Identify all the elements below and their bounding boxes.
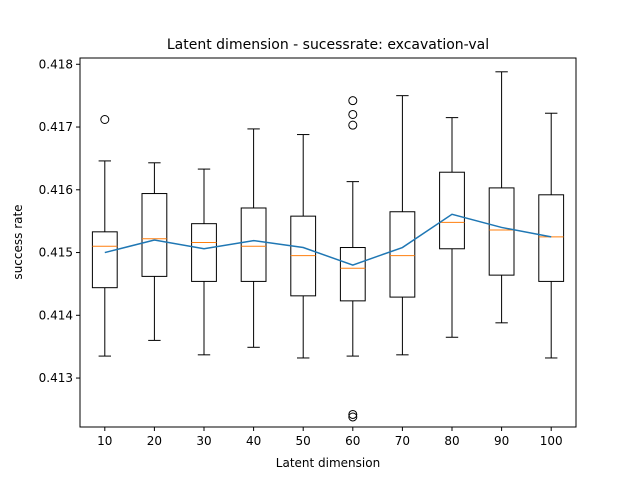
box: [538, 194, 565, 282]
y-tick-label: 0.414: [39, 308, 73, 322]
x-tick-label: 10: [97, 434, 112, 448]
box-group-30: [191, 168, 217, 356]
box: [240, 207, 267, 282]
box: [141, 193, 168, 277]
outlier-point: [348, 120, 358, 130]
x-tick-label: 70: [395, 434, 410, 448]
x-tick-label: 100: [540, 434, 563, 448]
box-group-10: [91, 115, 118, 357]
x-tick-label: 60: [345, 434, 360, 448]
y-tick-label: 0.417: [39, 120, 73, 134]
mean-line: [104, 213, 552, 266]
box-group-40: [240, 128, 267, 348]
box: [339, 247, 366, 302]
outlier-point: [348, 409, 358, 419]
plot-area: [91, 71, 565, 422]
y-tick-label: 0.413: [39, 371, 73, 385]
x-tick-label: 90: [494, 434, 509, 448]
box: [191, 223, 217, 282]
box-group-100: [538, 112, 565, 359]
x-axis-label: Latent dimension: [276, 456, 380, 470]
y-tick-label: 0.418: [39, 57, 73, 71]
box-group-60: [339, 96, 366, 422]
y-tick-label: 0.416: [39, 183, 73, 197]
outlier-point: [348, 109, 358, 119]
x-tick-label: 80: [444, 434, 459, 448]
x-tick-label: 20: [147, 434, 162, 448]
axes-frame: [79, 57, 577, 428]
x-tick-label: 30: [196, 434, 211, 448]
outlier-point: [100, 115, 110, 124]
x-tick-label: 40: [246, 434, 261, 448]
box: [488, 187, 515, 276]
box-group-90: [488, 71, 515, 324]
y-tick-label: 0.415: [39, 246, 73, 260]
y-axis-label: success rate: [11, 204, 25, 279]
box: [439, 171, 465, 250]
chart-title: Latent dimension - sucessrate: excavatio…: [167, 37, 489, 53]
box-group-70: [389, 95, 416, 356]
y-axis: 0.413 0.414 0.415 0.416 0.417 0.418: [39, 57, 80, 385]
box-group-20: [141, 162, 168, 341]
outlier-point: [348, 412, 358, 422]
x-tick-label: 50: [296, 434, 311, 448]
x-axis: 10 20 30 40 50 60 70 80 90 100: [97, 427, 563, 448]
box-group-80: [439, 117, 465, 338]
outlier-point: [348, 96, 358, 106]
box: [91, 231, 118, 289]
box: [389, 211, 416, 298]
box-group-50: [290, 134, 317, 359]
